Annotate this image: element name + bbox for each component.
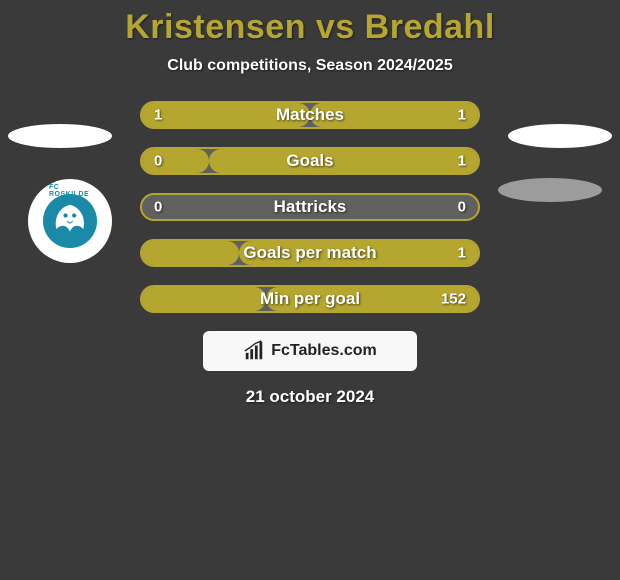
crest-inner xyxy=(43,194,97,248)
stat-label: Min per goal xyxy=(260,289,360,309)
stat-label: Goals xyxy=(286,151,333,171)
bar-left xyxy=(142,241,239,265)
subtitle: Club competitions, Season 2024/2025 xyxy=(167,57,452,75)
stat-value-left: 0 xyxy=(154,199,162,216)
date-text: 21 october 2024 xyxy=(246,387,375,407)
stat-value-right: 1 xyxy=(458,153,466,170)
bar-right xyxy=(209,149,478,173)
bar-left xyxy=(142,287,266,311)
stat-value-left: 1 xyxy=(154,107,162,124)
stat-row: Hattricks 0 0 xyxy=(140,193,480,221)
stat-row: Matches 1 1 xyxy=(140,101,480,129)
side-ellipse xyxy=(8,124,112,148)
stat-value-right: 1 xyxy=(458,245,466,262)
stat-row: Goals 0 1 xyxy=(140,147,480,175)
stat-row: Min per goal 152 xyxy=(140,285,480,313)
chart-icon xyxy=(243,340,265,362)
brand-badge: FcTables.com xyxy=(203,331,417,371)
side-ellipse xyxy=(498,178,602,202)
brand-text: FcTables.com xyxy=(271,342,377,360)
side-ellipse xyxy=(508,124,612,148)
stat-value-right: 1 xyxy=(458,107,466,124)
stat-label: Matches xyxy=(276,105,344,125)
stat-rows: Matches 1 1 Goals 0 1 Hattricks 0 0 Goals per mat… xyxy=(140,101,480,313)
crest-text: FC ROSKILDE xyxy=(49,184,91,198)
stat-value-right: 152 xyxy=(441,291,466,308)
bird-icon xyxy=(43,194,97,248)
club-crest: FC ROSKILDE xyxy=(28,179,112,263)
stat-row: Goals per match 1 xyxy=(140,239,480,267)
page-title: Kristensen vs Bredahl xyxy=(125,8,495,47)
stat-label: Goals per match xyxy=(243,243,376,263)
stat-label: Hattricks xyxy=(274,197,347,217)
bar-left xyxy=(142,149,209,173)
stat-value-right: 0 xyxy=(458,199,466,216)
stat-value-left: 0 xyxy=(154,153,162,170)
